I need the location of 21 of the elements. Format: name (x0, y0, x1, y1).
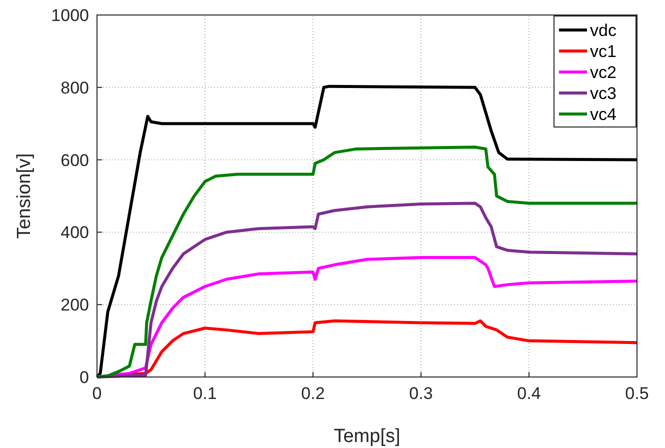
y-tick-label: 400 (60, 223, 89, 242)
y-tick-label: 600 (60, 150, 89, 170)
legend-label: vc3 (590, 84, 616, 103)
x-tick-label: 0.1 (193, 384, 217, 403)
x-axis-title: Temp[s] (334, 426, 400, 447)
x-tick-label: 0 (92, 384, 102, 403)
y-tick-label: 1000 (51, 6, 89, 25)
y-axis-title: Tension[v] (14, 153, 35, 239)
legend-label: vc2 (590, 63, 616, 82)
x-tick-label: 0.4 (517, 384, 541, 403)
legend-label: vc4 (590, 105, 616, 124)
line-series (96, 84, 638, 378)
legend-label: vc1 (590, 42, 616, 61)
line-series (96, 146, 638, 378)
y-tick-label: 0 (80, 368, 89, 387)
y-tick-label: 200 (60, 296, 89, 315)
x-tick-label: 0.5 (625, 384, 649, 403)
legend-label: vdc (590, 21, 617, 40)
x-tick-label: 0.2 (301, 384, 325, 403)
x-tick-label: 0.3 (409, 384, 433, 403)
y-tick-label: 800 (60, 78, 89, 98)
